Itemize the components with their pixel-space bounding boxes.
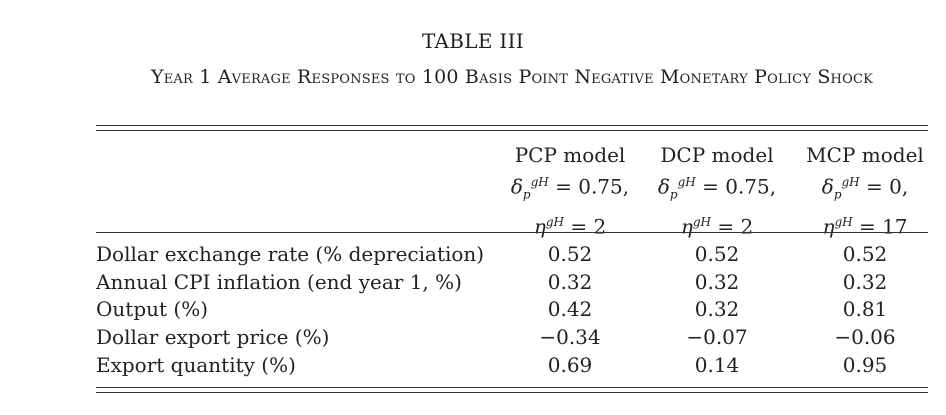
row-label: Export quantity (%) xyxy=(96,353,296,377)
table-row: Dollar exchange rate (% depreciation) 0.… xyxy=(96,242,928,270)
top-rule xyxy=(96,125,928,126)
column-delta: = 0.75, xyxy=(555,174,630,199)
column-header-mcp: MCP model δpgH = 0, ηgH = 17 xyxy=(790,142,940,240)
cell-value: 0.32 xyxy=(842,270,888,294)
cell-value: −0.34 xyxy=(539,325,601,349)
cell-value: 0.14 xyxy=(694,353,740,377)
table-number: TABLE III xyxy=(421,29,525,53)
cell-value: 0.52 xyxy=(842,242,888,266)
top-rule-2 xyxy=(96,130,928,131)
column-name: MCP model xyxy=(806,143,924,167)
table-row: Dollar export price (%) −0.34 −0.07 −0.0… xyxy=(96,325,928,353)
row-label: Dollar export price (%) xyxy=(96,325,330,349)
cell-value: −0.07 xyxy=(686,325,748,349)
table-caption: Year 1 Average Responses to 100 Basis Po… xyxy=(150,66,874,88)
column-eta: = 17 xyxy=(858,214,908,239)
bottom-rule xyxy=(96,387,928,388)
column-name: PCP model xyxy=(514,143,626,167)
cell-value: 0.52 xyxy=(547,242,593,266)
cell-value: 0.32 xyxy=(694,297,740,321)
cell-value: 0.32 xyxy=(547,270,593,294)
column-eta: = 2 xyxy=(570,214,607,239)
table-row: Export quantity (%) 0.69 0.14 0.95 xyxy=(96,353,928,381)
column-header-pcp: PCP model δpgH = 0.75, ηgH = 2 xyxy=(495,142,645,240)
cell-value: 0.52 xyxy=(694,242,740,266)
row-label: Annual CPI inflation (end year 1, %) xyxy=(96,270,462,294)
column-name: DCP model xyxy=(660,143,774,167)
column-delta: = 0, xyxy=(866,174,909,199)
column-delta: = 0.75, xyxy=(702,174,777,199)
cell-value: −0.06 xyxy=(834,325,896,349)
cell-value: 0.69 xyxy=(547,353,593,377)
cell-value: 0.81 xyxy=(842,297,888,321)
column-header-dcp: DCP model δpgH = 0.75, ηgH = 2 xyxy=(642,142,792,240)
cell-value: 0.95 xyxy=(842,353,888,377)
column-eta: = 2 xyxy=(717,214,754,239)
bottom-rule-2 xyxy=(96,392,928,393)
row-label: Output (%) xyxy=(96,297,209,321)
row-label: Dollar exchange rate (% depreciation) xyxy=(96,242,485,266)
table-row: Annual CPI inflation (end year 1, %) 0.3… xyxy=(96,270,928,298)
cell-value: 0.42 xyxy=(547,297,593,321)
cell-value: 0.32 xyxy=(694,270,740,294)
table-row: Output (%) 0.42 0.32 0.81 xyxy=(96,297,928,325)
header-rule xyxy=(96,232,928,233)
